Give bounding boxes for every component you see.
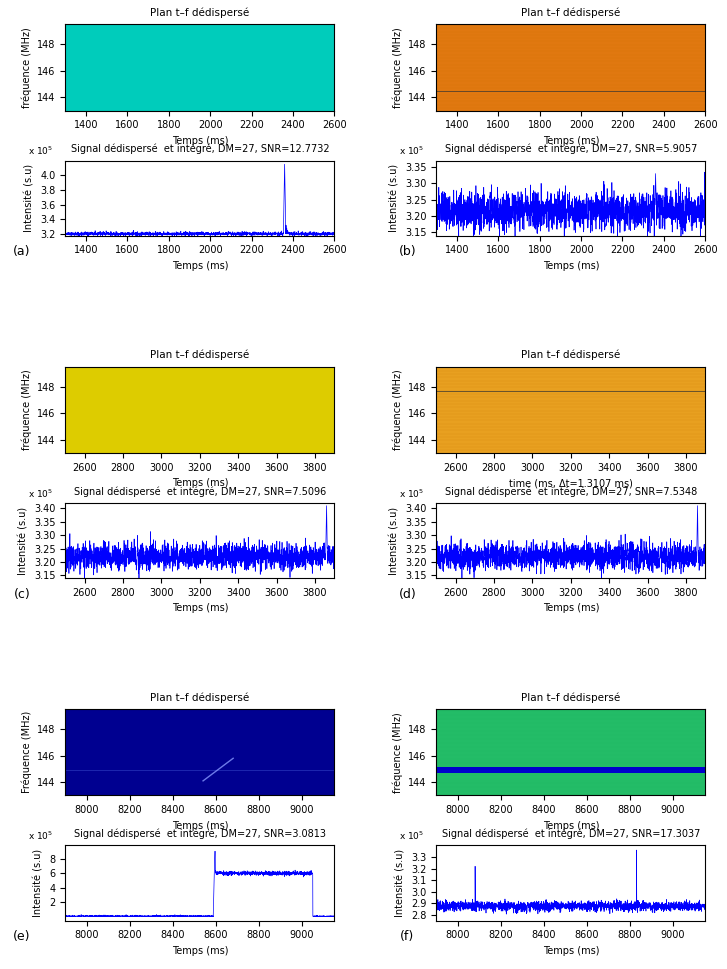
X-axis label: Temps (ms): Temps (ms) [542, 946, 599, 955]
Text: (b): (b) [398, 245, 416, 259]
Y-axis label: Intensité (s.u): Intensité (s.u) [390, 507, 399, 575]
X-axis label: Temps (ms): Temps (ms) [542, 261, 599, 271]
Title: Plan t–f dédispersé: Plan t–f dédispersé [521, 692, 620, 703]
Y-axis label: fréquence (MHz): fréquence (MHz) [21, 27, 32, 108]
Y-axis label: Intensité (s.u): Intensité (s.u) [390, 164, 399, 233]
Title: Plan t–f dédispersé: Plan t–f dédispersé [150, 8, 249, 17]
Title: Signal dédispersé  et intégré, DM=27, SNR=7.5348: Signal dédispersé et intégré, DM=27, SNR… [445, 486, 697, 497]
Y-axis label: Fréquence (MHz): Fréquence (MHz) [21, 711, 32, 794]
Title: Signal dédispersé  et intégré, DM=27, SNR=17.3037: Signal dédispersé et intégré, DM=27, SNR… [441, 828, 700, 839]
Text: (e): (e) [13, 930, 31, 943]
Title: Signal dédispersé  et intégré, DM=27, SNR=5.9057: Signal dédispersé et intégré, DM=27, SNR… [445, 143, 697, 154]
Title: Plan t–f dédispersé: Plan t–f dédispersé [150, 350, 249, 360]
Text: x 10$^5$: x 10$^5$ [398, 487, 424, 500]
Text: (d): (d) [398, 588, 416, 601]
Text: (a): (a) [13, 245, 31, 259]
X-axis label: Temps (ms): Temps (ms) [172, 261, 228, 271]
Text: x 10$^5$: x 10$^5$ [28, 145, 53, 157]
Title: Plan t–f dédispersé: Plan t–f dédispersé [521, 8, 620, 17]
Title: Signal dédispersé  et intégré, DM=27, SNR=7.5096: Signal dédispersé et intégré, DM=27, SNR… [73, 486, 326, 497]
X-axis label: Temps (ms): Temps (ms) [172, 479, 228, 488]
Text: x 10$^5$: x 10$^5$ [28, 829, 53, 842]
X-axis label: Temps (ms): Temps (ms) [542, 821, 599, 830]
Text: x 10$^5$: x 10$^5$ [398, 145, 424, 157]
X-axis label: Temps (ms): Temps (ms) [542, 136, 599, 145]
Text: x 10$^5$: x 10$^5$ [28, 487, 53, 500]
X-axis label: Temps (ms): Temps (ms) [542, 604, 599, 613]
Bar [436, 766, 705, 773]
X-axis label: Temps (ms): Temps (ms) [172, 946, 228, 955]
X-axis label: time (ms, Δt=1.3107 ms): time (ms, Δt=1.3107 ms) [509, 479, 632, 488]
X-axis label: Temps (ms): Temps (ms) [172, 821, 228, 830]
Y-axis label: Intensité (s.u): Intensité (s.u) [25, 164, 35, 233]
Title: Plan t–f dédispersé: Plan t–f dédispersé [150, 692, 249, 703]
Title: Plan t–f dédispersé: Plan t–f dédispersé [521, 350, 620, 360]
X-axis label: Temps (ms): Temps (ms) [172, 604, 228, 613]
Title: Signal dédispersé  et intégré, DM=27, SNR=12.7732: Signal dédispersé et intégré, DM=27, SNR… [71, 143, 329, 154]
Y-axis label: fréquence (MHz): fréquence (MHz) [393, 27, 403, 108]
X-axis label: Temps (ms): Temps (ms) [172, 136, 228, 145]
Title: Signal dédispersé  et intégré, DM=27, SNR=3.0813: Signal dédispersé et intégré, DM=27, SNR… [74, 828, 326, 839]
Text: (c): (c) [13, 588, 31, 601]
Y-axis label: Intensité (s.u): Intensité (s.u) [34, 849, 44, 917]
Y-axis label: Intensité (s.u): Intensité (s.u) [395, 849, 406, 917]
Y-axis label: fréquence (MHz): fréquence (MHz) [393, 369, 403, 451]
Y-axis label: fréquence (MHz): fréquence (MHz) [21, 369, 32, 451]
Text: x 10$^5$: x 10$^5$ [398, 829, 424, 842]
Text: (f): (f) [400, 930, 414, 943]
Y-axis label: fréquence (MHz): fréquence (MHz) [393, 712, 403, 793]
Y-axis label: Intensité (s.u): Intensité (s.u) [18, 507, 28, 575]
